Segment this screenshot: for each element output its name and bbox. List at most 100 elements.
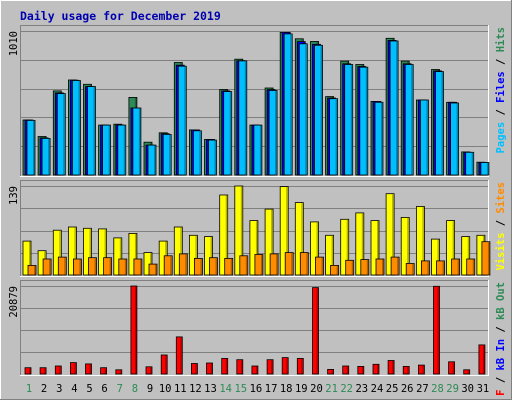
bar-shade [411,65,413,175]
x-tick-label-day-20: 20 [310,383,323,395]
bar-shade [335,99,338,175]
bar-kb-f-day-28 [433,285,440,375]
bar-kb-f-day-1 [24,367,32,375]
bar-kb-f-day-12 [190,363,198,375]
bar-shade [225,358,228,374]
bar-kb-f-day-7 [115,369,123,375]
bar-shade [276,254,278,275]
bar-pages-day-7 [117,124,127,176]
y-max-label: 20879 [8,286,20,318]
bar-shade [79,259,81,275]
bar-shade [119,370,122,374]
bar-pages-day-28 [435,71,444,176]
bar-visits-day-27 [415,206,425,276]
legend-part: Pages [495,122,507,154]
bar-shade [210,363,212,374]
bar-pages-day-20 [314,44,323,176]
bar-shade [396,41,398,175]
bar-shade [331,235,334,275]
bar-shade [165,355,167,374]
bar-pages-day-30 [465,151,475,176]
legend-part: Sites [495,182,507,214]
x-tick-label-day-24: 24 [371,383,384,395]
bar-visits-day-6 [98,228,107,276]
x-tick-label-day-26: 26 [401,383,414,395]
legend-part: kB F [495,389,507,400]
x-tick-label-day-16: 16 [250,383,263,395]
bar-pages-day-23 [359,66,369,176]
bar-kb-f-day-23 [357,365,365,375]
legend-part: Visits [495,233,507,271]
bar-visits-day-29 [446,220,456,276]
bar-shade [316,222,318,275]
y-max-label: 139 [8,186,20,205]
bar-shade [49,259,51,275]
bar-shade [195,364,197,374]
bar-sites-day-7 [118,258,128,276]
panel-visits-sites: 139 Visits / Sites [8,180,507,277]
x-tick-label-day-18: 18 [280,383,293,395]
bar-visits-day-18 [279,186,289,276]
bar-visits-day-22 [340,218,350,276]
panel-kb: 20879kB F / kB In / kB Out [8,280,507,400]
bar-sites-day-13 [209,257,218,276]
bar-shade [240,360,243,374]
bar-shade [63,94,65,175]
bar-kb-f-day-3 [54,365,62,375]
bar-shade [437,286,439,374]
bar-shade [255,366,258,374]
bar-shade [154,145,156,175]
bar-shade [230,258,233,275]
legend-part: / [495,320,507,339]
bar-kb-f-day-31 [478,344,486,375]
bar-sites-day-31 [481,241,491,276]
bar-shade [472,259,475,275]
bar-shade [392,194,394,275]
bar-shade [74,227,76,275]
bar-shade [301,358,303,374]
bar-sites-day-4 [73,258,82,276]
bar-shade [229,92,232,175]
bar-visits-day-1 [22,240,32,276]
bar-shade [59,366,61,374]
bar-shade [365,67,368,175]
bar-shade [442,261,444,275]
bar-shade [139,259,142,275]
bar-visits-day-13 [204,236,213,276]
x-tick-label-day-10: 10 [159,383,172,395]
bar-kb-f-day-15 [236,359,244,375]
legend-part: / [495,103,507,122]
bar-sites-day-12 [193,257,203,276]
bar-kb-f-day-9 [145,366,153,375]
bar-shade [195,235,197,275]
bar-visits-day-4 [68,226,77,276]
bar-shade [64,257,66,275]
bar-shade [426,100,428,175]
panel-hits-files-pages: 1010 Pages / Files / Hits [8,25,507,177]
bar-shade [321,257,323,275]
bar-sites-day-25 [390,256,400,276]
bar-pages-day-3 [56,93,66,176]
bar-shade [108,125,111,175]
bar-shade [437,239,439,275]
bar-pages-day-22 [344,64,354,176]
y-max-label: 1010 [8,31,20,56]
bar-shade [104,368,107,374]
x-tick-label-day-29: 29 [446,383,459,395]
bar-shade [225,195,228,275]
bar-shade [271,360,273,374]
bar-shade [441,72,443,175]
bar-sites-day-21 [330,264,340,276]
bar-shade [452,221,455,275]
x-tick-label-day-3: 3 [56,383,62,395]
x-tick-label-day-30: 30 [461,383,474,395]
bar-shade [275,91,277,175]
bar-sites-day-23 [360,259,370,276]
bar-pages-day-21 [329,98,339,176]
bar-sites-day-16 [254,254,264,276]
x-tick-label-day-6: 6 [101,383,107,395]
bar-visits-day-8 [128,232,138,276]
bar-shade [93,87,95,175]
bar-kb-f-day-30 [463,369,471,375]
